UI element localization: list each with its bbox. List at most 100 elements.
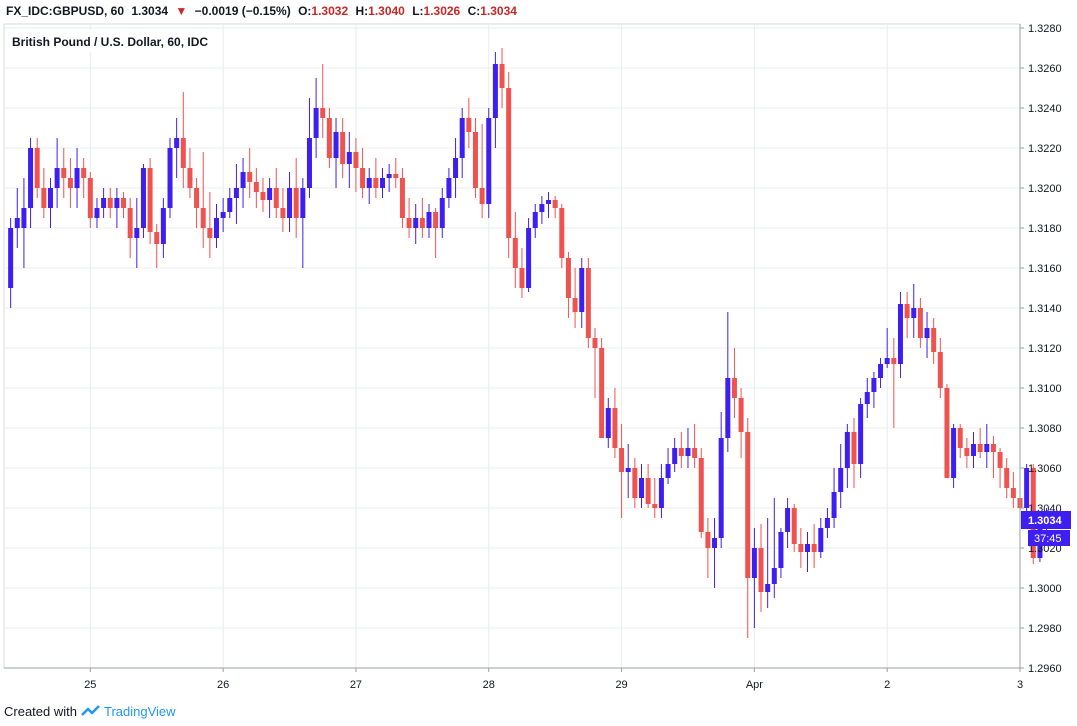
candle-body <box>625 468 631 472</box>
candle-body <box>944 388 950 478</box>
candle-body <box>47 188 53 208</box>
price-tick-label: 1.3180 <box>1028 223 1062 235</box>
candle-body <box>14 218 20 228</box>
footer: Created with TradingView <box>4 704 176 719</box>
candle-body <box>971 444 977 456</box>
symbol-name[interactable]: FX_IDC:GBPUSD, 60 <box>6 4 125 18</box>
high-value: 1.3040 <box>368 4 405 18</box>
candle-body <box>459 118 465 158</box>
candle-body <box>413 218 419 228</box>
candle-body <box>200 208 206 228</box>
candle-body <box>472 132 478 188</box>
tradingview-logo-icon <box>80 705 100 716</box>
candle-body <box>426 212 432 228</box>
candle-body <box>698 458 704 532</box>
candle-body <box>858 404 864 464</box>
candle-body <box>937 352 943 388</box>
candle-body <box>293 188 299 218</box>
candle-body <box>864 392 870 404</box>
tradingview-link[interactable]: TradingView <box>104 704 176 719</box>
candle-body <box>207 228 213 238</box>
candle-body <box>878 364 884 378</box>
candle-body <box>300 188 306 218</box>
candle-body <box>187 168 193 188</box>
countdown-tag-text: 37:45 <box>1034 533 1062 545</box>
candle-body <box>811 544 817 552</box>
price-tick-label: 1.3080 <box>1028 423 1062 435</box>
candle-body <box>466 118 472 132</box>
candle-body <box>180 138 186 168</box>
price-axis[interactable]: 1.29601.29801.30001.30201.30401.30601.30… <box>1020 23 1062 675</box>
candle-body <box>81 168 87 178</box>
candle-body <box>546 200 552 204</box>
candle-body <box>506 88 512 238</box>
candle-body <box>353 152 359 168</box>
candle-body <box>658 478 664 508</box>
candle-body <box>380 178 386 188</box>
price-tick-label: 1.3160 <box>1028 263 1062 275</box>
candle-body <box>984 444 990 452</box>
candle-body <box>486 118 492 204</box>
time-tick-label: 26 <box>217 679 229 691</box>
price-tick-label: 1.3200 <box>1028 183 1062 195</box>
open-value: 1.3032 <box>311 4 349 18</box>
candle-body <box>572 298 578 312</box>
candle-body <box>712 538 718 548</box>
candle-body <box>446 178 452 198</box>
candle-body <box>838 468 844 492</box>
candle-body <box>652 504 658 508</box>
candle-body <box>154 232 160 244</box>
candle-body <box>273 188 279 208</box>
low-value: 1.3026 <box>423 4 461 18</box>
chart-title-bg <box>6 30 220 52</box>
time-tick-label: 2 <box>884 679 890 691</box>
candle-body <box>904 304 910 318</box>
close-label: C: <box>467 4 481 18</box>
candle-body <box>333 132 339 158</box>
candle-body <box>672 448 678 464</box>
candle-body <box>21 208 27 228</box>
candle-body <box>731 378 737 398</box>
candle-body <box>67 178 73 188</box>
candle-body <box>326 118 332 158</box>
candle-body <box>539 204 545 212</box>
down-arrow-icon: ▼ <box>175 4 188 18</box>
candle-body <box>373 178 379 188</box>
price-tick-label: 1.3120 <box>1028 343 1062 355</box>
candle-body <box>280 208 286 218</box>
candle-body <box>360 168 366 188</box>
countdown-tag <box>1028 530 1070 546</box>
candle-body <box>585 268 591 338</box>
candle-body <box>253 182 259 192</box>
high-label: H: <box>355 4 369 18</box>
candle-body <box>174 138 180 148</box>
candle-body <box>512 238 518 268</box>
last-price: 1.3034 <box>131 4 169 18</box>
candle-body <box>260 192 266 200</box>
candle-body <box>1010 488 1016 498</box>
candle-body <box>632 468 638 498</box>
time-tick-label: 3 <box>1017 679 1023 691</box>
time-tick-label: Apr <box>746 679 763 691</box>
candle-body <box>745 432 751 578</box>
candle-body <box>393 174 399 178</box>
candle-body <box>1004 468 1010 488</box>
time-axis[interactable]: 25 26 27 28 29 Apr 2 3 <box>84 668 1023 691</box>
candle-body <box>439 198 445 228</box>
candle-body <box>678 448 684 456</box>
candle-body <box>433 212 439 228</box>
candle-body <box>765 584 771 592</box>
candle-body <box>340 132 346 164</box>
candle-body <box>346 152 352 164</box>
candle-body <box>220 212 226 218</box>
candle-body <box>479 188 485 204</box>
candle-body <box>917 308 923 338</box>
candle-body <box>559 208 565 258</box>
candle-body <box>871 378 877 392</box>
candle-body <box>532 212 538 228</box>
candle-body <box>692 448 698 458</box>
candle-body <box>645 478 651 504</box>
candle-body <box>718 438 724 538</box>
price-chart[interactable]: 1.29601.29801.30001.30201.30401.30601.30… <box>0 0 1077 700</box>
price-tick-label: 1.3100 <box>1028 383 1062 395</box>
